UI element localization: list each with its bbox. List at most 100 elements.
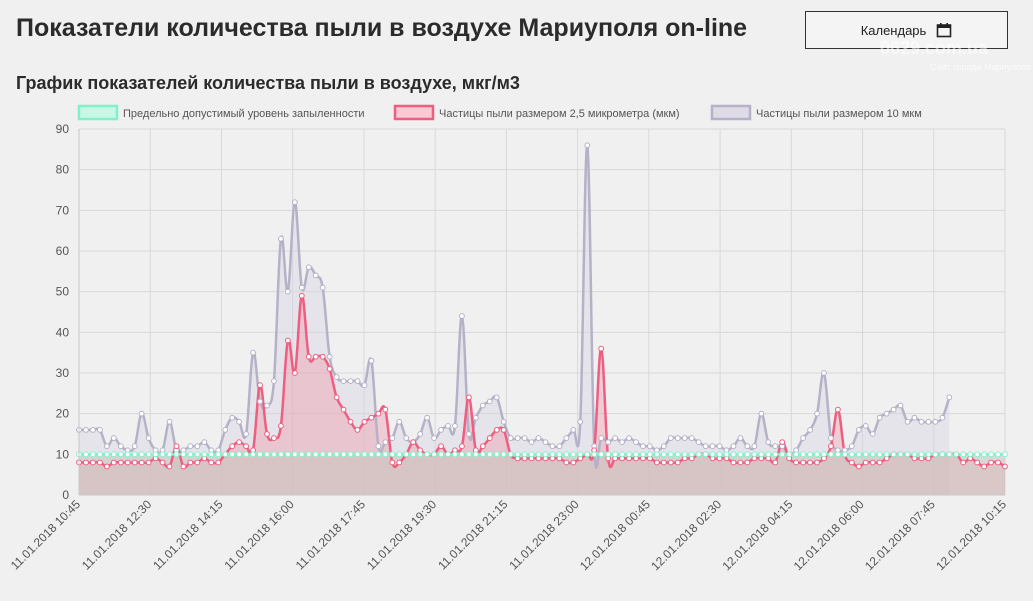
data-point-pm10[interactable] xyxy=(131,443,138,450)
data-point-pm25[interactable] xyxy=(479,443,486,450)
data-point-limit[interactable] xyxy=(173,451,180,458)
data-point-pm25[interactable] xyxy=(368,414,375,421)
data-point-pm10[interactable] xyxy=(946,394,953,401)
data-point-pm25[interactable] xyxy=(730,459,737,466)
data-point-pm10[interactable] xyxy=(730,443,737,450)
data-point-limit[interactable] xyxy=(946,451,953,458)
data-point-limit[interactable] xyxy=(640,451,646,458)
data-point-pm25[interactable] xyxy=(312,353,319,360)
data-point-pm25[interactable] xyxy=(862,459,869,466)
data-point-limit[interactable] xyxy=(918,451,925,458)
data-point-pm10[interactable] xyxy=(236,418,243,425)
data-point-limit[interactable] xyxy=(187,451,194,458)
data-point-pm10[interactable] xyxy=(848,443,855,450)
data-point-pm25[interactable] xyxy=(180,463,187,470)
data-point-pm25[interactable] xyxy=(375,410,382,417)
data-point-pm25[interactable] xyxy=(145,459,152,466)
data-point-limit[interactable] xyxy=(215,451,222,458)
data-point-pm10[interactable] xyxy=(598,435,605,441)
data-point-pm10[interactable] xyxy=(772,443,779,450)
data-point-pm10[interactable] xyxy=(403,435,410,441)
data-point-pm10[interactable] xyxy=(389,435,396,441)
data-point-pm25[interactable] xyxy=(410,439,417,446)
data-point-pm10[interactable] xyxy=(535,435,542,441)
data-point-limit[interactable] xyxy=(479,451,486,458)
data-point-limit[interactable] xyxy=(514,451,521,458)
data-point-limit[interactable] xyxy=(90,451,96,458)
data-point-pm10[interactable] xyxy=(897,402,904,409)
data-point-pm25[interactable] xyxy=(876,459,883,466)
data-point-limit[interactable] xyxy=(953,451,960,458)
data-point-pm25[interactable] xyxy=(382,406,389,413)
data-point-pm10[interactable] xyxy=(96,427,103,433)
data-point-pm10[interactable] xyxy=(257,398,263,405)
data-point-pm10[interactable] xyxy=(640,443,646,450)
data-point-limit[interactable] xyxy=(974,451,981,458)
data-point-pm10[interactable] xyxy=(570,427,577,433)
data-point-pm10[interactable] xyxy=(800,435,806,441)
data-point-pm25[interactable] xyxy=(779,439,786,446)
data-point-limit[interactable] xyxy=(284,451,291,458)
data-point-limit[interactable] xyxy=(431,451,437,458)
data-point-pm25[interactable] xyxy=(814,459,820,466)
data-point-pm25[interactable] xyxy=(166,463,173,470)
data-point-pm10[interactable] xyxy=(431,435,437,441)
data-point-limit[interactable] xyxy=(549,451,556,458)
data-point-pm25[interactable] xyxy=(83,459,89,466)
data-point-pm10[interactable] xyxy=(166,418,173,425)
data-point-limit[interactable] xyxy=(584,451,591,458)
data-point-limit[interactable] xyxy=(702,451,709,458)
data-point-pm10[interactable] xyxy=(702,443,709,450)
data-point-limit[interactable] xyxy=(138,451,145,458)
data-point-limit[interactable] xyxy=(96,451,103,458)
data-point-limit[interactable] xyxy=(821,451,827,458)
data-point-pm10[interactable] xyxy=(869,431,876,437)
data-point-pm25[interactable] xyxy=(138,459,145,466)
data-point-limit[interactable] xyxy=(159,451,166,458)
data-point-pm25[interactable] xyxy=(117,459,124,466)
data-point-limit[interactable] xyxy=(814,451,820,458)
data-point-pm10[interactable] xyxy=(821,370,827,376)
data-point-limit[interactable] xyxy=(835,451,841,458)
data-point-limit[interactable] xyxy=(883,451,890,458)
data-point-pm25[interactable] xyxy=(271,435,277,441)
data-point-limit[interactable] xyxy=(925,451,932,458)
data-point-pm10[interactable] xyxy=(862,422,869,429)
data-point-limit[interactable] xyxy=(236,451,243,458)
data-point-pm10[interactable] xyxy=(542,439,549,446)
data-point-limit[interactable] xyxy=(890,451,897,458)
data-point-pm10[interactable] xyxy=(667,435,674,441)
data-point-limit[interactable] xyxy=(862,451,869,458)
data-point-pm25[interactable] xyxy=(229,443,236,450)
data-point-limit[interactable] xyxy=(911,451,918,458)
data-point-pm10[interactable] xyxy=(222,427,229,433)
data-point-pm10[interactable] xyxy=(674,435,681,441)
data-point-limit[interactable] xyxy=(779,451,786,458)
data-point-pm10[interactable] xyxy=(271,378,277,385)
data-point-pm10[interactable] xyxy=(549,443,556,450)
data-point-pm25[interactable] xyxy=(354,427,361,433)
data-point-limit[interactable] xyxy=(278,451,284,458)
data-point-pm10[interactable] xyxy=(194,443,201,450)
data-point-limit[interactable] xyxy=(681,451,688,458)
data-point-limit[interactable] xyxy=(563,451,570,458)
data-point-pm25[interactable] xyxy=(243,443,249,450)
data-point-pm10[interactable] xyxy=(445,422,451,429)
data-point-pm25[interactable] xyxy=(660,459,667,466)
data-point-limit[interactable] xyxy=(904,451,911,458)
data-point-pm10[interactable] xyxy=(333,374,340,380)
data-point-limit[interactable] xyxy=(723,451,730,458)
data-point-limit[interactable] xyxy=(298,451,305,458)
data-point-pm10[interactable] xyxy=(528,439,535,446)
data-point-limit[interactable] xyxy=(751,451,758,458)
data-point-pm10[interactable] xyxy=(382,439,389,446)
data-point-pm10[interactable] xyxy=(110,435,117,441)
data-point-pm10[interactable] xyxy=(890,406,897,413)
data-point-pm25[interactable] xyxy=(960,459,967,466)
data-point-pm25[interactable] xyxy=(828,443,834,450)
data-point-pm25[interactable] xyxy=(215,459,222,466)
data-point-pm10[interactable] xyxy=(681,435,688,441)
data-point-pm25[interactable] xyxy=(90,459,96,466)
data-point-limit[interactable] xyxy=(688,451,695,458)
data-point-pm10[interactable] xyxy=(459,313,465,319)
